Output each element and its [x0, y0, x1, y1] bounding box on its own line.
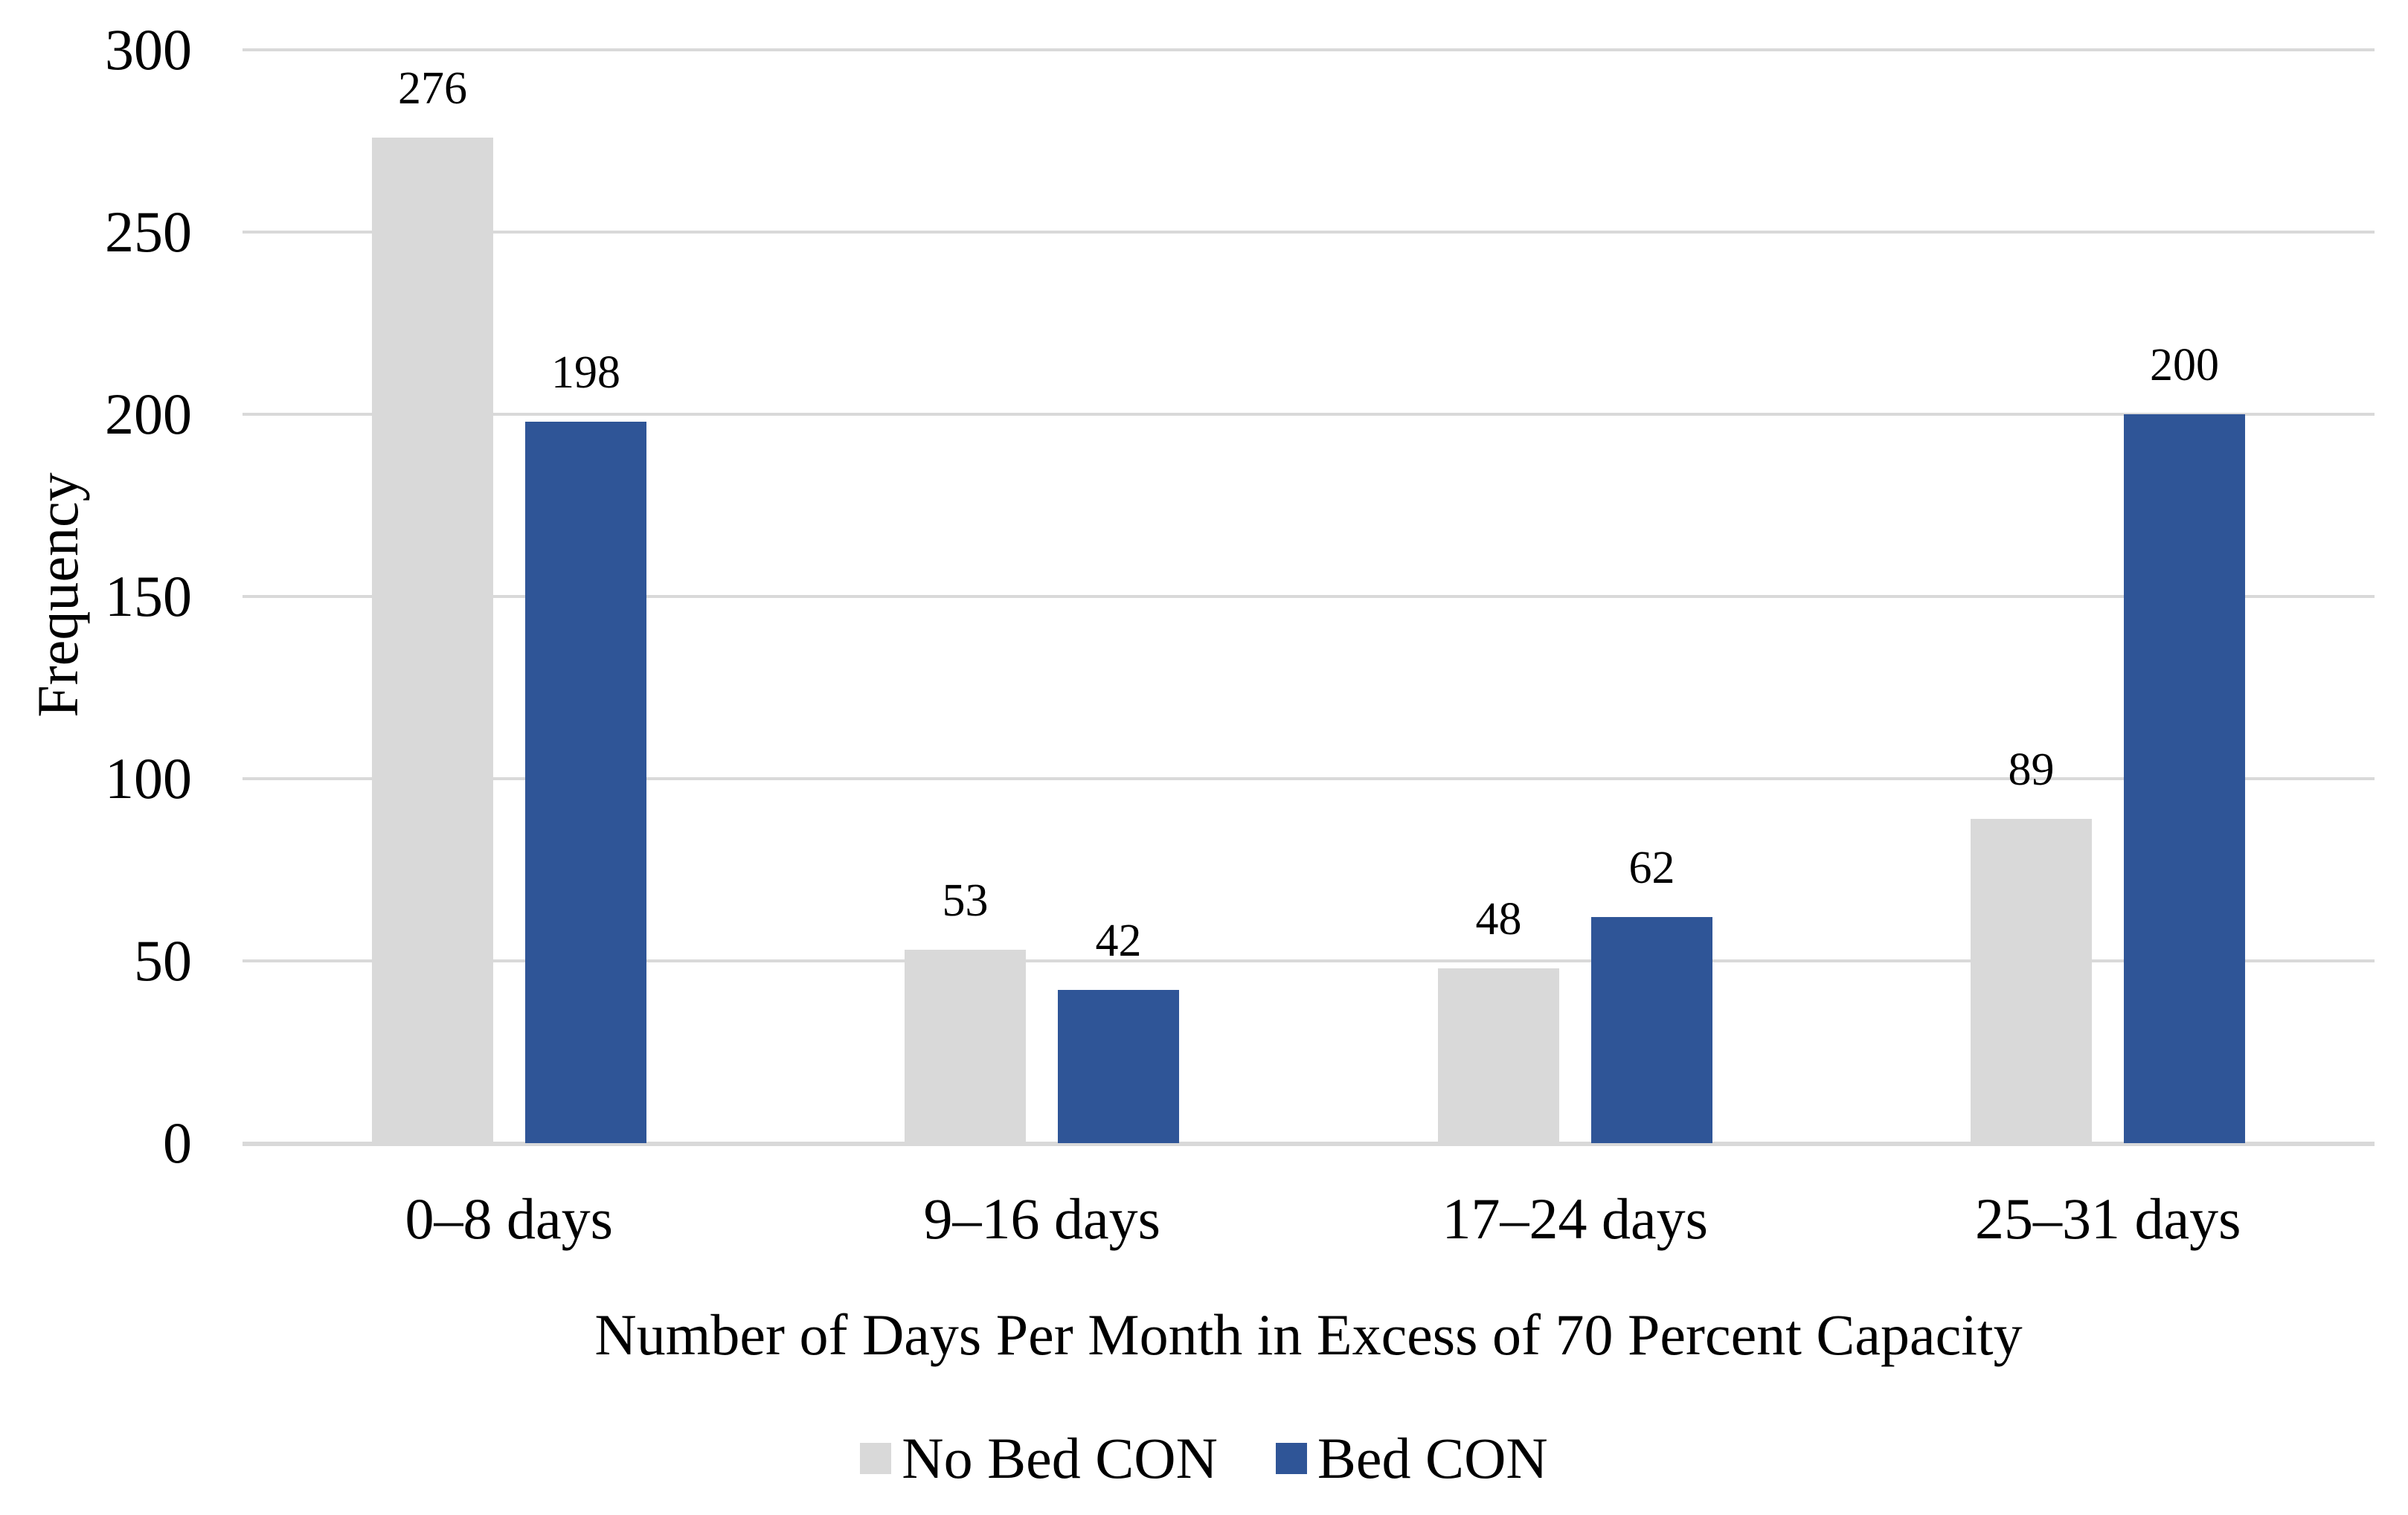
y-tick-label: 200 [105, 382, 192, 446]
data-label: 53 [942, 875, 989, 926]
gridline [243, 413, 2375, 416]
legend-label: No Bed CON [902, 1426, 1218, 1490]
x-category-label: 9–16 days [923, 1186, 1160, 1251]
legend-label: Bed CON [1317, 1426, 1548, 1490]
y-tick-label: 50 [134, 928, 192, 993]
data-label: 89 [2008, 744, 2055, 795]
x-category-label: 25–31 days [1975, 1186, 2241, 1251]
x-category-label: 0–8 days [405, 1186, 613, 1251]
legend: No Bed CON Bed CON [0, 1428, 2408, 1489]
bar-bed-con [1591, 917, 1712, 1143]
bar-no-bed-con [905, 950, 1026, 1143]
data-label: 198 [551, 347, 620, 398]
legend-swatch-icon [860, 1443, 892, 1474]
data-label: 48 [1475, 894, 1522, 945]
bar-bed-con [525, 422, 646, 1143]
x-category-label: 17–24 days [1442, 1186, 1708, 1251]
data-label: 42 [1095, 916, 1142, 966]
data-label: 62 [1628, 843, 1675, 893]
gridline [243, 959, 2375, 962]
data-label: 276 [398, 63, 467, 114]
legend-item-bed-con: Bed CON [1275, 1426, 1548, 1490]
y-tick-label: 250 [105, 199, 192, 264]
y-tick-label: 150 [105, 564, 192, 628]
gridline [243, 231, 2375, 234]
legend-item-no-bed-con: No Bed CON [860, 1429, 1218, 1488]
bar-no-bed-con [1438, 968, 1559, 1143]
x-axis-title: Number of Days Per Month in Excess of 70… [594, 1302, 2023, 1367]
gridline [243, 595, 2375, 598]
bar-no-bed-con [1971, 819, 2092, 1143]
plot-area: 276 198 53 42 48 62 89 200 [243, 48, 2375, 1146]
bar-bed-con [2124, 414, 2245, 1143]
x-axis-line [243, 1142, 2375, 1146]
legend-swatch-icon [1275, 1443, 1307, 1474]
y-tick-label: 300 [105, 17, 192, 82]
bar-no-bed-con [372, 138, 493, 1143]
y-tick-label: 100 [105, 746, 192, 811]
gridline [243, 777, 2375, 780]
gridline [243, 48, 2375, 51]
y-tick-label: 0 [163, 1110, 192, 1175]
data-label: 200 [2150, 340, 2219, 390]
bar-bed-con [1058, 990, 1179, 1143]
